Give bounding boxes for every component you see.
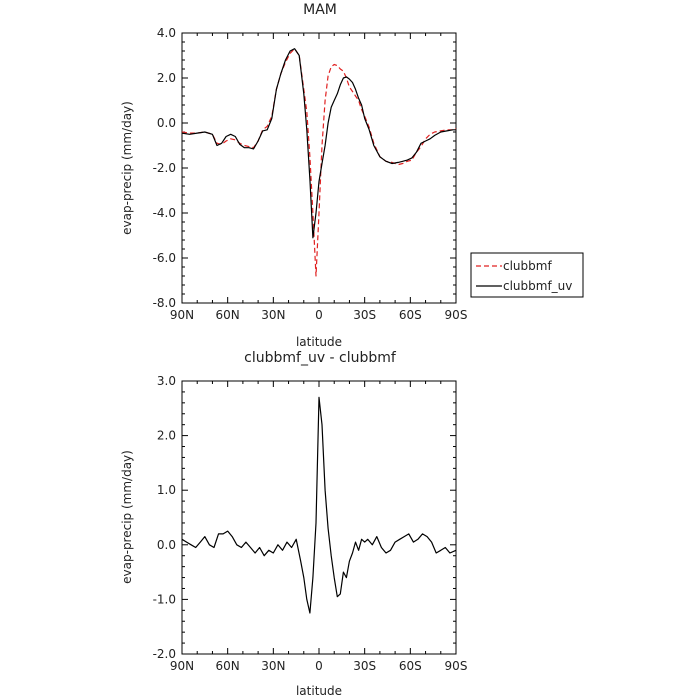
tick-labels: 90N 60N 30N 0 30S 60S 90S -2.0 -1.0 0.0 1.0 2.0 3.0: [153, 374, 468, 673]
y-tick-label: 2.0: [157, 429, 176, 443]
y-tick-label: 0.0: [157, 116, 176, 130]
y-tick-label: -4.0: [153, 206, 176, 220]
x-axis-label: latitude: [296, 684, 342, 698]
y-tick-label: 3.0: [157, 374, 176, 388]
x-tick-label: 30N: [261, 308, 285, 322]
y-tick-label: -6.0: [153, 251, 176, 265]
chart-upper: MAM 90N 60N 30N 0 30S 60S 90S -8.0 -6.0 -4.0 -2.0 0…: [120, 2, 584, 349]
tick-marks: [181, 380, 457, 655]
series-line-clubbmf: [181, 48, 457, 277]
x-tick-label: 60N: [216, 659, 240, 673]
x-tick-label: 90S: [445, 659, 468, 673]
x-tick-label: 90S: [445, 308, 468, 322]
y-tick-label: 2.0: [157, 71, 176, 85]
y-axis-label: evap-precip (mm/day): [120, 101, 134, 235]
tick-marks: [181, 32, 457, 304]
legend: clubbmf clubbmf_uv: [470, 252, 584, 298]
y-tick-label: 1.0: [157, 483, 176, 497]
legend-box: [470, 252, 584, 298]
x-tick-label: 30S: [353, 659, 376, 673]
legend-label-clubbmf: clubbmf: [503, 259, 552, 273]
series-line-difference: [181, 396, 457, 614]
series-line-clubbmf-uv: [181, 48, 456, 239]
x-tick-label: 0: [315, 308, 323, 322]
x-tick-label: 60S: [399, 308, 422, 322]
y-tick-label: -1.0: [153, 592, 176, 606]
x-tick-label: 0: [315, 659, 323, 673]
x-tick-label: 90N: [170, 659, 194, 673]
chart-title: MAM: [303, 2, 337, 18]
y-tick-label: -2.0: [153, 161, 176, 175]
x-tick-label: 30N: [261, 659, 285, 673]
x-tick-label: 30S: [353, 308, 376, 322]
x-tick-label: 90N: [170, 308, 194, 322]
legend-label-clubbmf-uv: clubbmf_uv: [503, 279, 572, 293]
tick-labels: 90N 60N 30N 0 30S 60S 90S -8.0 -6.0 -4.0 -2.0 0.0 2.…: [153, 26, 468, 322]
y-tick-label: 0.0: [157, 538, 176, 552]
y-tick-label: -8.0: [153, 296, 176, 310]
plot-frame: [181, 32, 457, 304]
x-tick-label: 60N: [216, 308, 240, 322]
y-tick-label: -2.0: [153, 647, 176, 661]
chart-title: clubbmf_uv - clubbmf: [244, 350, 397, 366]
x-axis-label: latitude: [296, 335, 342, 349]
chart-lower: clubbmf_uv - clubbmf 90N 60N 30N 0 30S 60S 90S…: [120, 350, 467, 698]
y-tick-label: 4.0: [157, 26, 176, 40]
x-tick-label: 60S: [399, 659, 422, 673]
series-lines: [181, 396, 457, 614]
y-axis-label: evap-precip (mm/day): [120, 450, 134, 584]
series-lines: [181, 48, 457, 277]
